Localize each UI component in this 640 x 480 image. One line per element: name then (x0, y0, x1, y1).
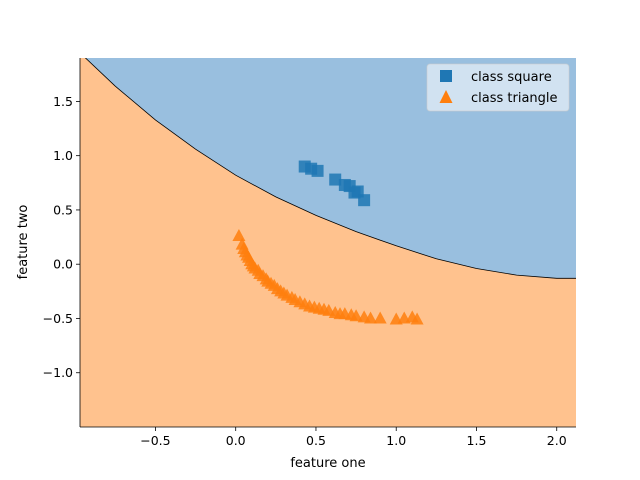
x-tick-label: 0.5 (306, 433, 326, 448)
y-tick-label: 0.5 (53, 202, 73, 217)
triangle-point (349, 309, 363, 322)
square-point (329, 173, 342, 186)
legend-label-square: class square (471, 70, 552, 85)
y-tick-label: −0.5 (43, 311, 73, 326)
legend-label-triangle: class triangle (471, 91, 558, 106)
y-tick-label: 1.5 (53, 94, 73, 109)
y-axis-label: feature two (16, 205, 31, 280)
x-tick-label: 1.5 (467, 433, 487, 448)
x-tick-label: 1.0 (386, 433, 406, 448)
data-points (232, 160, 424, 325)
plot-area (80, 58, 576, 427)
x-axis-label: feature one (290, 456, 365, 471)
legend-triangle-marker (439, 90, 453, 103)
decision-boundary-line (84, 58, 576, 279)
triangle-point (373, 311, 387, 324)
triangle-point (410, 312, 424, 325)
x-tick-label: 0.0 (226, 433, 246, 448)
x-tick-label: −0.5 (140, 433, 170, 448)
legend-box (426, 63, 570, 112)
square-point (311, 164, 324, 177)
x-tick-label: 2.0 (547, 433, 567, 448)
triangle-point (364, 311, 378, 324)
legend: class square class triangle (426, 63, 570, 112)
legend-square-marker (440, 70, 452, 82)
y-tick-label: 1.0 (53, 148, 73, 163)
upper-decision-region (85, 58, 576, 279)
axes: −0.5 0.0 0.5 1.0 1.5 2.0 −1.0 −0.5 0.0 0.5 1.0 1.5 (43, 58, 576, 448)
y-tick-label: 0.0 (53, 257, 73, 272)
square-point (358, 194, 371, 207)
y-tick-label: −1.0 (43, 365, 73, 380)
